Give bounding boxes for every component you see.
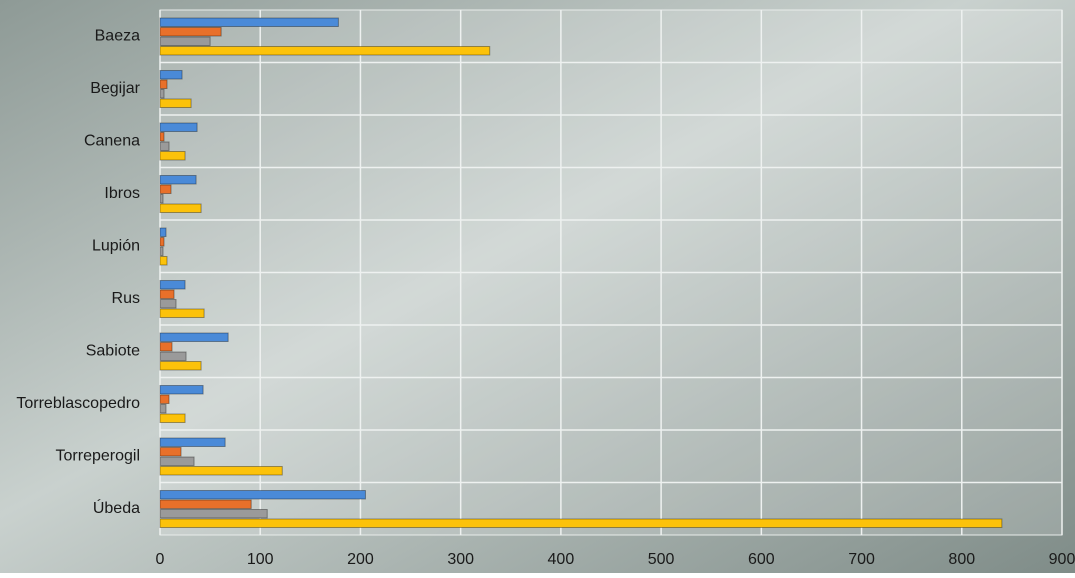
x-tick-label: 100 bbox=[247, 551, 274, 568]
bar bbox=[159, 351, 187, 361]
bar bbox=[159, 17, 339, 27]
bar bbox=[159, 256, 168, 266]
bar bbox=[159, 36, 211, 46]
bar bbox=[159, 237, 165, 247]
bar bbox=[159, 509, 268, 519]
bar bbox=[159, 456, 195, 466]
bar bbox=[159, 70, 183, 80]
bar bbox=[159, 184, 172, 194]
bar bbox=[159, 98, 192, 108]
y-tick-label: Baeza bbox=[95, 27, 140, 44]
bar bbox=[159, 385, 204, 395]
x-tick-label: 700 bbox=[848, 551, 875, 568]
bar bbox=[159, 280, 186, 290]
bar bbox=[159, 227, 167, 237]
x-tick-label: 0 bbox=[156, 551, 165, 568]
y-tick-label: Sabiote bbox=[86, 342, 140, 359]
x-tick-label: 400 bbox=[548, 551, 575, 568]
y-tick-label: Lupión bbox=[92, 237, 140, 254]
bar bbox=[159, 27, 222, 37]
bar bbox=[159, 151, 186, 161]
y-tick-label: Úbeda bbox=[93, 498, 140, 517]
bar bbox=[159, 89, 165, 99]
y-tick-label: Rus bbox=[112, 290, 140, 307]
bar bbox=[159, 332, 229, 342]
x-tick-label: 500 bbox=[648, 551, 675, 568]
y-tick-label: Torreperogil bbox=[56, 447, 140, 464]
x-tick-label: 200 bbox=[347, 551, 374, 568]
bar bbox=[159, 175, 197, 185]
bar bbox=[159, 132, 165, 142]
bar bbox=[159, 490, 366, 500]
x-tick-label: 300 bbox=[447, 551, 474, 568]
bar bbox=[159, 289, 175, 299]
bar bbox=[159, 246, 164, 256]
bar bbox=[159, 299, 177, 309]
bar bbox=[159, 499, 252, 509]
bar bbox=[159, 308, 205, 318]
x-tick-label: 900 bbox=[1049, 551, 1075, 568]
bar bbox=[159, 518, 1003, 528]
bar bbox=[159, 361, 202, 371]
bar bbox=[159, 437, 226, 447]
y-tick-label: Torreblascopedro bbox=[16, 395, 140, 412]
bar bbox=[159, 79, 168, 89]
bar bbox=[159, 46, 491, 56]
bar bbox=[159, 194, 164, 204]
bar bbox=[159, 394, 170, 404]
y-tick-label: Ibros bbox=[104, 185, 140, 202]
y-tick-label: Begijar bbox=[90, 80, 140, 97]
bar bbox=[159, 342, 173, 352]
y-tick-label: Canena bbox=[84, 132, 140, 149]
bar bbox=[159, 122, 198, 132]
bar bbox=[159, 203, 202, 213]
bar bbox=[159, 404, 167, 414]
bar bbox=[159, 466, 283, 476]
x-tick-label: 600 bbox=[748, 551, 775, 568]
bar bbox=[159, 141, 170, 151]
bar bbox=[159, 447, 182, 457]
bar bbox=[159, 413, 186, 423]
x-tick-label: 800 bbox=[948, 551, 975, 568]
